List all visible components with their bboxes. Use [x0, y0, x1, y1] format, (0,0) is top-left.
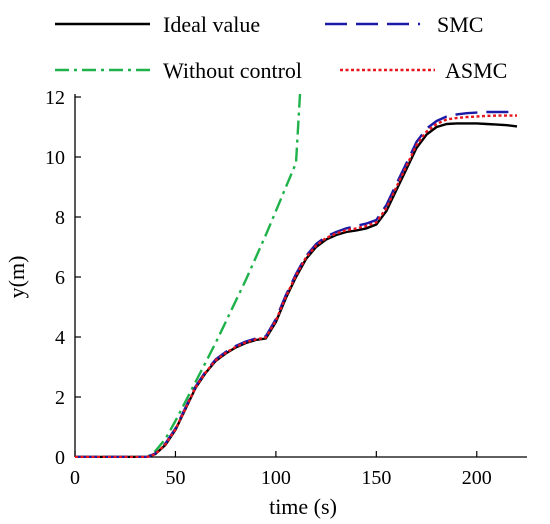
x-tick-label: 100: [261, 467, 291, 489]
x-tick-label: 50: [165, 467, 185, 489]
legend-label-smc: SMC: [437, 12, 483, 37]
legend-item-without-control: Without control: [55, 58, 302, 83]
series-line-asmc: [75, 114, 517, 458]
y-tick-label: 0: [55, 447, 65, 469]
legend-item-smc: SMC: [325, 12, 483, 37]
plot-area: 0 50 100 150 200 0 2 4 6 8 10 12: [45, 87, 527, 489]
legend-label-ideal-value: Ideal value: [163, 12, 260, 37]
legend: Ideal value SMC Without control ASMC: [55, 12, 507, 83]
series-line-smc: [75, 110, 518, 458]
y-axis-title: y(m): [4, 256, 29, 299]
series-line-ideal-value: [75, 122, 518, 458]
y-tick-label: 2: [55, 387, 65, 409]
series-line-without-control: [75, 93, 302, 458]
x-axis-title: time (s): [269, 494, 337, 519]
y-tick-label: 6: [55, 267, 65, 289]
y-tick-label: 12: [45, 87, 65, 109]
y-tick-label: 10: [45, 147, 65, 169]
legend-item-asmc: ASMC: [340, 58, 507, 83]
y-tick-label: 4: [55, 327, 65, 349]
legend-item-ideal-value: Ideal value: [55, 12, 260, 37]
legend-label-asmc: ASMC: [445, 58, 507, 83]
x-tick-label: 200: [462, 467, 492, 489]
y-tick-label: 8: [55, 207, 65, 229]
x-tick-label: 0: [70, 467, 80, 489]
x-tick-label: 150: [361, 467, 391, 489]
legend-label-without-control: Without control: [163, 58, 302, 83]
